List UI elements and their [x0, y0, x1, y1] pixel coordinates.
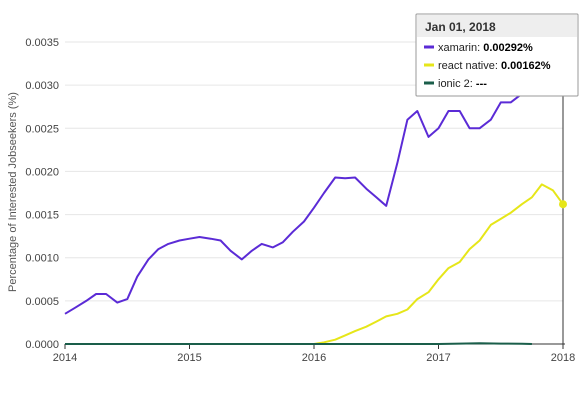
tooltip-date: Jan 01, 2018 [425, 20, 496, 34]
x-tick-label: 2018 [551, 352, 575, 364]
tooltip-series-name: ionic 2 [438, 78, 470, 90]
tooltip-header-bg [417, 15, 577, 37]
hover-point-react-native [559, 200, 567, 209]
series-line-ionic-2 [65, 342, 532, 345]
y-tick-label: 0.0020 [25, 166, 59, 178]
tooltip-series-label: ionic 2: --- [438, 78, 487, 90]
tooltip-series-value: 0.00292% [483, 42, 533, 54]
y-tick-label: 0.0000 [25, 339, 59, 351]
tooltip: Jan 01, 2018 xamarin: 0.00292% react nati… [415, 13, 579, 97]
tooltip-rows: xamarin: 0.00292% react native: 0.00162% i… [424, 42, 551, 90]
x-tick-label: 2016 [302, 352, 326, 364]
tooltip-series-label: xamarin: 0.00292% [438, 42, 533, 54]
y-tick-label: 0.0030 [25, 80, 59, 92]
y-tick-label: 0.0015 [25, 210, 59, 222]
x-tick-label: 2014 [53, 352, 77, 364]
gridlines [65, 41, 563, 302]
series-line-xamarin [64, 79, 564, 315]
series-lines [64, 79, 564, 345]
y-tick-label: 0.0025 [25, 123, 59, 135]
tooltip-series-name: react native [438, 60, 495, 72]
y-axis-label: Percentage of Interested Jobseekers (%) [7, 92, 19, 292]
tooltip-series-value: 0.00162% [501, 60, 551, 72]
tooltip-series-value: --- [476, 78, 487, 90]
x-tick-label: 2015 [177, 352, 201, 364]
tooltip-series-name: xamarin [438, 42, 477, 54]
y-tick-label: 0.0035 [25, 37, 59, 49]
y-tick-label: 0.0005 [25, 296, 59, 308]
x-tick-label: 2017 [426, 352, 450, 364]
y-axis-ticks: 0.0000 0.0005 0.0010 0.0015 0.0020 0.0025 0.00… [25, 37, 59, 351]
tooltip-series-label: react native: 0.00162% [438, 60, 551, 72]
series-line-react-native [272, 183, 564, 345]
x-axis-ticks: 2014 2015 2016 2017 2018 [53, 344, 575, 364]
y-tick-label: 0.0010 [25, 253, 59, 265]
